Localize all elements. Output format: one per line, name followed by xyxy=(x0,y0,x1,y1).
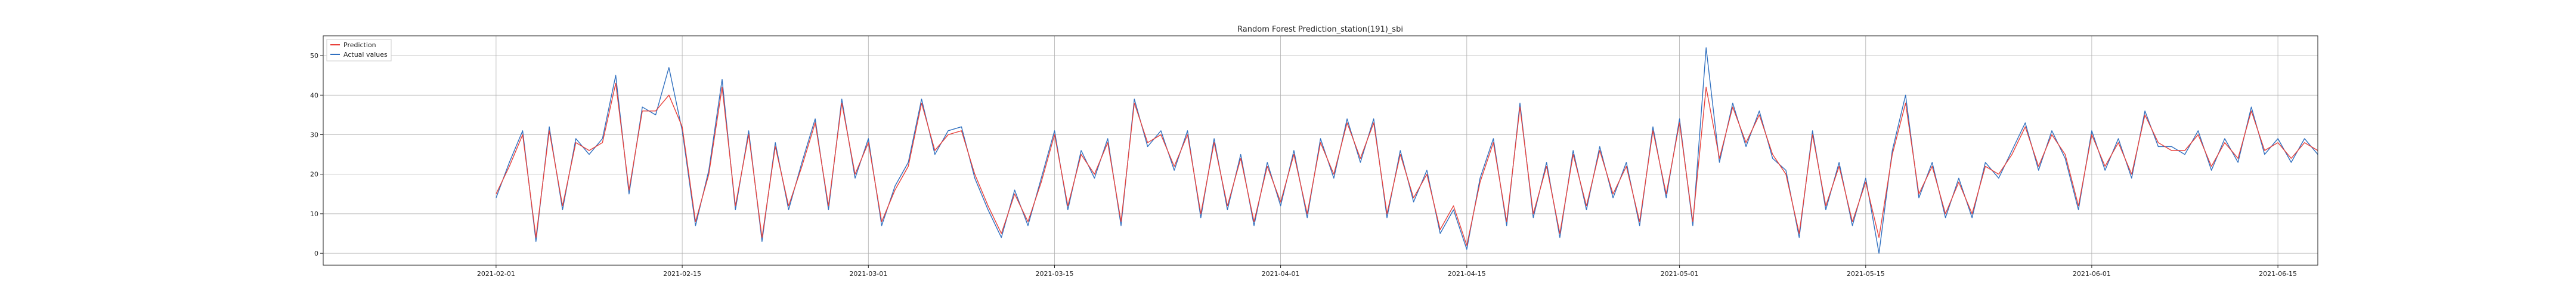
x-tick-label: 2021-04-15 xyxy=(1448,270,1486,278)
y-tick-label: 0 xyxy=(314,250,318,257)
y-tick-label: 30 xyxy=(310,131,318,139)
x-tick-label: 2021-02-01 xyxy=(477,270,515,278)
legend: Prediction Actual values xyxy=(326,39,392,62)
axis-ticks: 2021-02-01 2021-02-15 2021-03-01 2021-03-15… xyxy=(310,52,2297,278)
legend-label-prediction: Prediction xyxy=(343,41,376,49)
x-tick-label: 2021-04-01 xyxy=(1262,270,1300,278)
x-tick-label: 2021-06-01 xyxy=(2073,270,2111,278)
y-tick-label: 20 xyxy=(310,171,318,179)
plot-area-frame xyxy=(323,35,2318,266)
chart-title: Random Forest Prediction_station(191)_sb… xyxy=(1237,25,1403,34)
legend-label-actual-values: Actual values xyxy=(343,51,388,59)
x-tick-label: 2021-03-15 xyxy=(1036,270,1074,278)
x-tick-label: 2021-02-15 xyxy=(663,270,701,278)
y-tick-label: 10 xyxy=(310,210,318,218)
x-tick-label: 2021-05-01 xyxy=(1661,270,1699,278)
x-tick-label: 2021-06-15 xyxy=(2259,270,2297,278)
series-line-prediction xyxy=(496,82,2318,246)
y-tick-label: 40 xyxy=(310,91,318,99)
grid xyxy=(323,36,2318,265)
legend-box xyxy=(326,39,392,62)
plot-series xyxy=(496,47,2318,254)
x-tick-label: 2021-05-15 xyxy=(1847,270,1885,278)
y-tick-label: 50 xyxy=(310,52,318,60)
x-tick-label: 2021-03-01 xyxy=(849,270,887,278)
